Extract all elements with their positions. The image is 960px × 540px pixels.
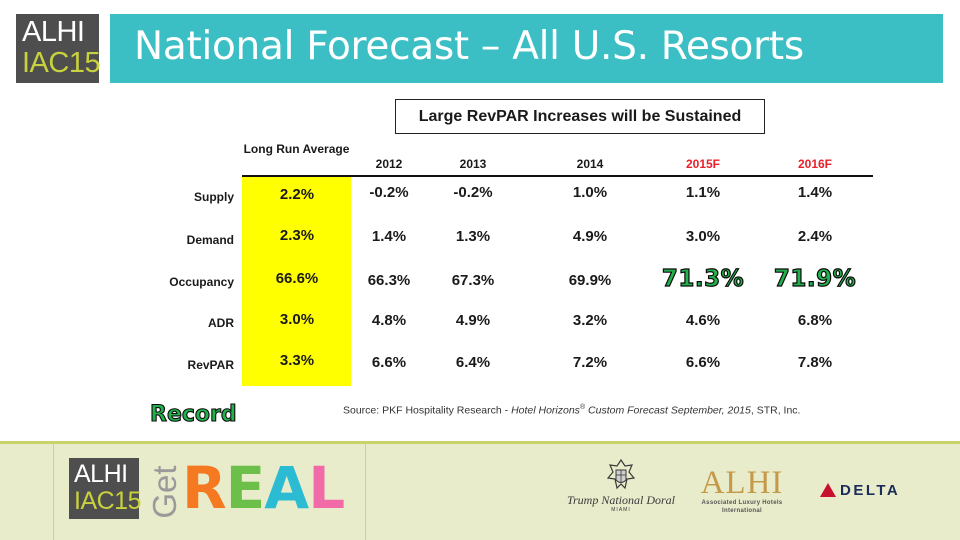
real-letter-e: E [225,454,266,522]
alhi-sponsor-logo: ALHI [700,465,784,501]
footer-band [0,442,960,540]
cell-revpar-2012: 6.6% [371,354,407,371]
cell-demand-2012: 1.4% [371,228,407,245]
source-italic-2: Custom Forecast September, 2015 [585,404,751,417]
column-header-2012: 2012 [375,157,403,171]
alhi-sponsor-line-2: International [722,508,762,514]
title-bar: National Forecast – All U.S. Resorts [110,14,943,83]
cell-occupancy-2012: 66.3% [367,272,411,289]
cell-revpar-2014: 7.2% [572,354,608,371]
row-label-occupancy: Occupancy [169,275,234,289]
get-word: Get [146,465,183,519]
column-header-2015f: 2015F [685,157,721,171]
footer-alhi-iac15-logo: ALHI IAC15 [69,458,141,519]
alhi-sponsor-line-1: Associated Luxury Hotels [701,500,783,506]
cell-revpar-2015f: 6.6% [685,354,721,371]
cell-supply-2015f: 1.1% [685,184,721,201]
record-label: Record [149,401,237,427]
row-label-adr: ADR [208,316,234,330]
footer-logo-line-1: ALHI [74,460,128,488]
cell-demand-2015f: 3.0% [685,228,721,245]
footer-divider-right [365,444,366,540]
cell-adr-2012: 4.8% [371,312,407,329]
source-prefix: Source: PKF Hospitality Research - [343,404,512,417]
cell-demand-2014: 4.9% [572,228,608,245]
row-label-revpar: RevPAR [187,358,234,372]
header-divider [242,175,873,177]
cell-occupancy-lra: 66.6% [275,270,319,287]
cell-adr-2014: 3.2% [572,312,608,329]
cell-supply-2013: -0.2% [453,184,493,201]
logo-line-1: ALHI [22,16,85,48]
cell-adr-2015f: 4.6% [685,312,721,329]
delta-triangle-icon [820,483,836,497]
footer-top-rule [0,441,960,444]
trump-crest-icon [606,458,636,490]
cell-occupancy-2014: 69.9% [568,272,612,289]
column-header-long-run-average: Long Run Average [243,142,350,156]
cell-occupancy-2013: 67.3% [451,272,495,289]
row-label-supply: Supply [193,190,234,204]
cell-demand-lra: 2.3% [279,227,315,244]
real-letter-a: A [264,454,309,522]
trump-location: MIAMI [611,507,631,513]
alhi-iac15-logo: ALHI IAC15 [16,14,101,83]
trump-national-doral-logo: Trump National Doral [566,493,676,507]
logo-line-2: IAC15 [22,47,101,79]
column-header-2016f: 2016F [797,157,833,171]
cell-demand-2013: 1.3% [455,228,491,245]
source-note: Source: PKF Hospitality Research - Hotel… [343,404,800,417]
real-letter-l: L [308,454,345,522]
cell-adr-2013: 4.9% [455,312,491,329]
footer-divider-left [53,444,54,540]
cell-revpar-2013: 6.4% [455,354,491,371]
source-italic-1: Hotel Horizons [511,404,580,417]
delta-logo: DELTA [840,482,901,499]
column-header-2014: 2014 [576,157,604,171]
registered-mark: ® [579,404,586,411]
cell-supply-lra: 2.2% [279,186,315,203]
cell-demand-2016f: 2.4% [797,228,833,245]
slide-title: National Forecast – All U.S. Resorts [134,24,804,69]
callout-box: Large RevPAR Increases will be Sustained [395,99,765,134]
cell-adr-lra: 3.0% [279,311,315,328]
column-header-2013: 2013 [459,157,487,171]
footer-logo-line-2: IAC15 [74,487,141,515]
cell-adr-2016f: 6.8% [797,312,833,329]
real-letter-r: R [182,454,227,522]
cell-supply-2012: -0.2% [369,184,409,201]
cell-revpar-lra: 3.3% [279,352,315,369]
cell-supply-2014: 1.0% [572,184,608,201]
cell-revpar-2016f: 7.8% [797,354,833,371]
cell-supply-2016f: 1.4% [797,184,833,201]
long-run-average-highlight [242,177,351,386]
source-suffix: , STR, Inc. [750,404,801,417]
row-label-demand: Demand [186,233,234,247]
cell-occupancy-2015f-record: 71.3% [661,265,745,292]
cell-occupancy-2016f-record: 71.9% [773,265,857,292]
